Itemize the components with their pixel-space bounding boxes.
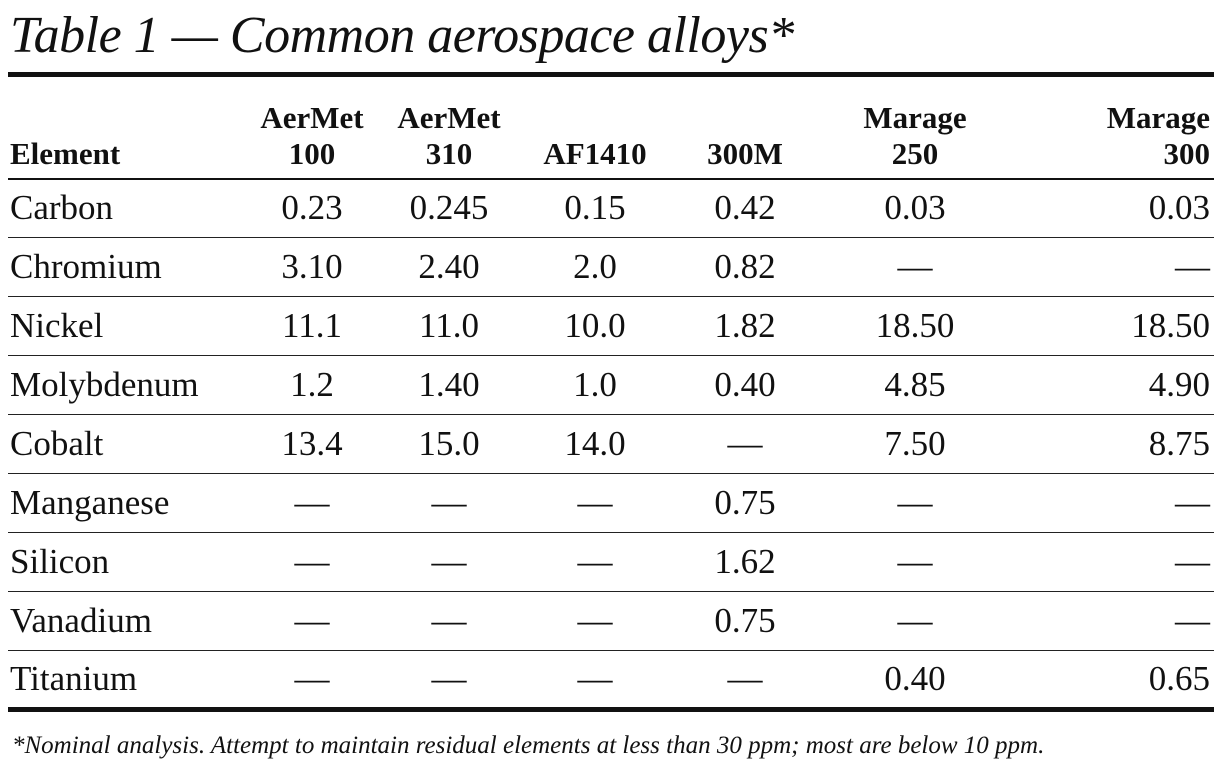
column-header-aermet-310: AerMet 310 [378,72,520,180]
element-name-cell: Molybdenum [8,355,246,415]
value-cell: 1.40 [378,355,520,415]
value-cell: 1.62 [670,532,820,592]
column-header-line2: Element [10,135,121,171]
element-name-cell: Cobalt [8,414,246,474]
table-row-cobalt: Cobalt 13.4 15.0 14.0 — 7.50 8.75 [8,414,1214,474]
column-header-marage-300: Marage 300 [1010,72,1214,180]
value-cell: 0.40 [820,650,1010,712]
table-title: Table 1 — Common aerospace alloys* [10,7,794,64]
value-cell: — [1010,591,1214,651]
value-cell: 0.15 [520,178,670,238]
column-header-line2: 300M [707,135,783,171]
value-cell: — [378,650,520,712]
value-cell: — [820,473,1010,533]
table-row-molybdenum: Molybdenum 1.2 1.40 1.0 0.40 4.85 4.90 [8,355,1214,415]
element-name-cell: Carbon [8,178,246,238]
alloy-table: Element AerMet 100 AerMet 310 AF1410 300… [8,72,1214,712]
value-cell: 0.75 [670,473,820,533]
table-footnote: *Nominal analysis. Attempt to maintain r… [12,732,1045,759]
table-row-titanium: Titanium — — — — 0.40 0.65 [8,650,1214,712]
value-cell: — [670,414,820,474]
value-cell: — [378,473,520,533]
value-cell: 0.42 [670,178,820,238]
value-cell: — [246,650,378,712]
value-cell: — [246,591,378,651]
value-cell: 0.75 [670,591,820,651]
value-cell: — [246,473,378,533]
value-cell: 0.03 [1010,178,1214,238]
value-cell: 10.0 [520,296,670,356]
value-cell: 18.50 [820,296,1010,356]
value-cell: — [520,473,670,533]
element-name-cell: Silicon [8,532,246,592]
column-header-line2: 250 [891,135,939,171]
value-cell: 0.03 [820,178,1010,238]
column-header-line2: 300 [1163,135,1211,171]
value-cell: — [1010,237,1214,297]
value-cell: — [520,532,670,592]
element-name-cell: Titanium [8,650,246,712]
table-row-manganese: Manganese — — — 0.75 — — [8,473,1214,533]
value-cell: 15.0 [378,414,520,474]
element-name-cell: Vanadium [8,591,246,651]
table-row-nickel: Nickel 11.1 11.0 10.0 1.82 18.50 18.50 [8,296,1214,356]
column-header-element: Element [8,72,246,180]
table-row-chromium: Chromium 3.10 2.40 2.0 0.82 — — [8,237,1214,297]
element-name-cell: Chromium [8,237,246,297]
table-row-silicon: Silicon — — — 1.62 — — [8,532,1214,592]
value-cell: 3.10 [246,237,378,297]
value-cell: 0.82 [670,237,820,297]
value-cell: 7.50 [820,414,1010,474]
value-cell: — [820,237,1010,297]
value-cell: 13.4 [246,414,378,474]
value-cell: — [1010,473,1214,533]
column-header-line1: Marage [1106,99,1210,135]
value-cell: 1.82 [670,296,820,356]
value-cell: 0.245 [378,178,520,238]
column-header-marage-250: Marage 250 [820,72,1010,180]
value-cell: — [378,591,520,651]
column-header-line1: AerMet [397,99,501,135]
value-cell: 2.40 [378,237,520,297]
value-cell: — [246,532,378,592]
column-header-line1: AerMet [260,99,364,135]
column-header-line2: 100 [288,135,336,171]
value-cell: 11.0 [378,296,520,356]
value-cell: — [520,591,670,651]
value-cell: 0.40 [670,355,820,415]
header-row: Element AerMet 100 AerMet 310 AF1410 300… [8,72,1214,180]
value-cell: 0.65 [1010,650,1214,712]
value-cell: 11.1 [246,296,378,356]
element-name-cell: Nickel [8,296,246,356]
table-row-carbon: Carbon 0.23 0.245 0.15 0.42 0.03 0.03 [8,178,1214,238]
element-name-cell: Manganese [8,473,246,533]
value-cell: 4.85 [820,355,1010,415]
table-row-vanadium: Vanadium — — — 0.75 — — [8,591,1214,651]
column-header-line2: 310 [425,135,473,171]
value-cell: — [670,650,820,712]
column-header-aermet-100: AerMet 100 [246,72,378,180]
value-cell: 2.0 [520,237,670,297]
value-cell: — [520,650,670,712]
value-cell: 4.90 [1010,355,1214,415]
column-header-af1410: AF1410 [520,72,670,180]
value-cell: 0.23 [246,178,378,238]
value-cell: — [820,591,1010,651]
column-header-300m: 300M [670,72,820,180]
value-cell: 18.50 [1010,296,1214,356]
column-header-line2: AF1410 [543,135,647,171]
value-cell: 14.0 [520,414,670,474]
value-cell: 1.2 [246,355,378,415]
value-cell: 8.75 [1010,414,1214,474]
column-header-line1: Marage [863,99,967,135]
value-cell: 1.0 [520,355,670,415]
value-cell: — [820,532,1010,592]
value-cell: — [378,532,520,592]
value-cell: — [1010,532,1214,592]
